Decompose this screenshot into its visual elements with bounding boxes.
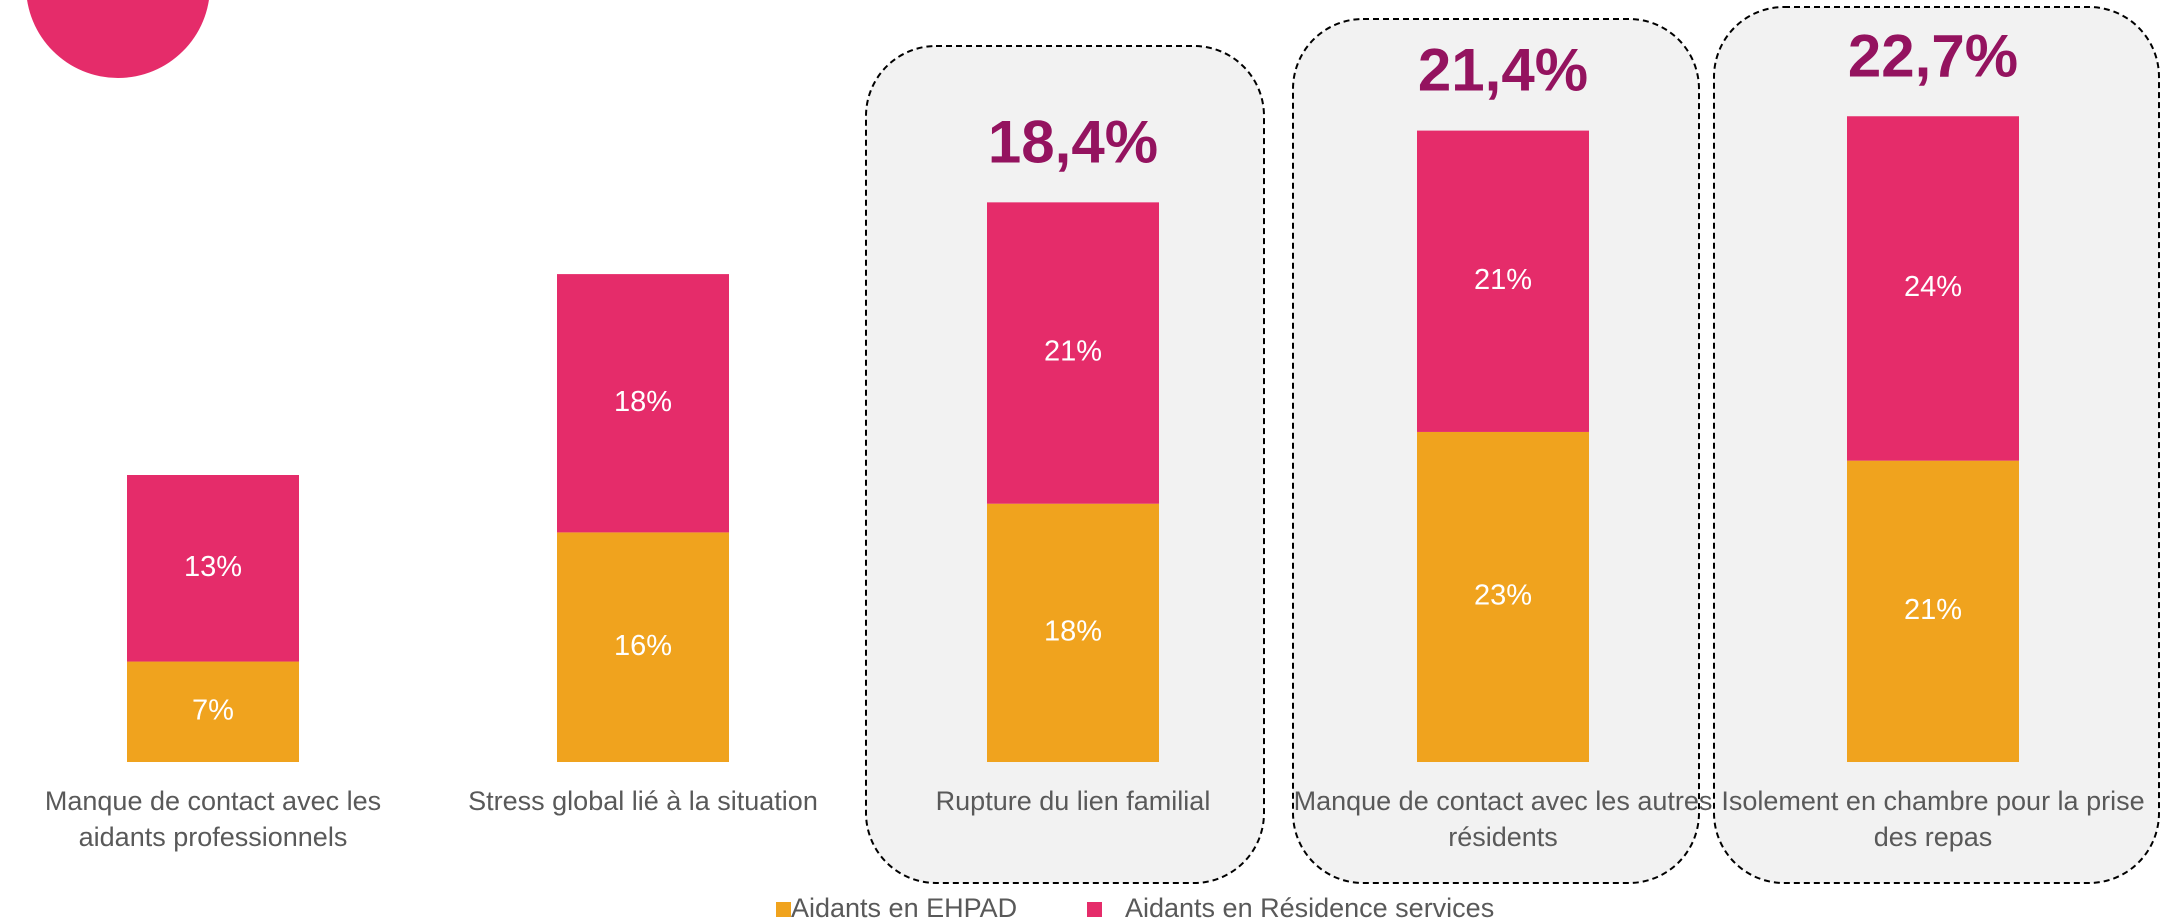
bar-segment: [1417, 130, 1589, 432]
total-label: 18,4%: [988, 108, 1158, 175]
bar-segment: [1417, 431, 1589, 762]
category-label: Stress global lié à la situation: [468, 786, 818, 816]
bar-segment: [1847, 116, 2019, 461]
bar-segment: [1847, 460, 2019, 762]
category-label: Manque de contact avec les aidants profe…: [44, 786, 382, 852]
legend-swatch: [1087, 902, 1102, 917]
legend-swatch: [776, 902, 791, 917]
total-label: 21,4%: [1418, 37, 1588, 104]
value-label: 24%: [1904, 271, 1962, 303]
value-label: 18%: [614, 386, 672, 418]
category-label: Manque de contact avec les autres réside…: [1293, 786, 1713, 852]
value-label: 23%: [1474, 580, 1532, 612]
value-label: 16%: [614, 630, 672, 662]
category-label: Rupture du lien familial: [935, 786, 1211, 816]
bar-segment: [127, 475, 299, 662]
value-label: 21%: [1474, 264, 1532, 296]
value-label: 18%: [1044, 616, 1102, 648]
bar-segment: [127, 661, 299, 762]
bar-segment: [987, 202, 1159, 504]
decor-circle: [27, 0, 209, 78]
value-label: 21%: [1044, 336, 1102, 368]
total-label: 22,7%: [1848, 22, 2018, 89]
value-label: 13%: [184, 551, 242, 583]
bar-segment: [557, 532, 729, 762]
category-label: Isolement en chambre pour la prise des r…: [1721, 786, 2145, 852]
bar-segment: [987, 503, 1159, 762]
legend-label: Aidants en Résidence services: [1125, 893, 1494, 923]
value-label: 21%: [1904, 594, 1962, 626]
value-label: 7%: [192, 694, 234, 726]
bar-segment: [557, 274, 729, 533]
legend-label: Aidants en EHPAD: [791, 893, 1017, 923]
